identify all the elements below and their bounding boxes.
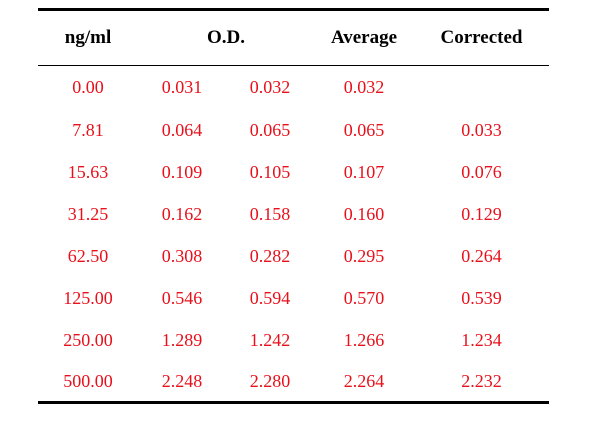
cell-od2: 0.282 (249, 245, 291, 266)
cell-concentration: 62.50 (67, 245, 109, 266)
cell-od2: 0.032 (249, 77, 291, 97)
cell-average: 0.065 (343, 119, 385, 140)
cell-corrected: 0.129 (461, 203, 502, 224)
cell-concentration: 31.25 (67, 203, 109, 224)
header-rule (38, 65, 549, 66)
cell-corrected: 0.539 (461, 287, 502, 308)
top-rule (38, 8, 549, 11)
cell-od2: 2.280 (249, 370, 291, 391)
cell-corrected: 2.232 (461, 370, 502, 391)
header-concentration: ng/ml (64, 27, 112, 48)
table-row: 31.25 0.162 0.158 0.160 0.129 (38, 193, 549, 235)
cell-od1: 0.546 (161, 287, 203, 308)
header-row: ng/ml O.D. Average Corrected (38, 11, 549, 65)
cell-average: 0.032 (343, 77, 385, 97)
cell-average: 1.266 (343, 329, 385, 350)
table-row: 15.63 0.109 0.105 0.107 0.076 (38, 151, 549, 193)
cell-od2: 0.065 (249, 119, 291, 140)
standard-curve-table: ng/ml O.D. Average Corrected 0.00 0.031 0.… (38, 8, 549, 404)
header-average: Average (330, 27, 398, 48)
cell-corrected: 1.234 (461, 329, 502, 350)
table-row: 250.00 1.289 1.242 1.266 1.234 (38, 319, 549, 361)
cell-od1: 0.308 (161, 245, 203, 266)
cell-od2: 1.242 (249, 329, 291, 350)
cell-od1: 0.031 (161, 77, 203, 97)
cell-od1: 0.064 (161, 119, 203, 140)
cell-corrected: 0.033 (461, 119, 502, 140)
cell-concentration: 0.00 (72, 77, 104, 97)
cell-average: 0.107 (343, 161, 385, 182)
cell-od1: 0.162 (161, 203, 203, 224)
data-table-body: 0.00 0.031 0.032 0.032 7.81 0.064 0.065 0.065 0.… (38, 66, 549, 401)
header-od: O.D. (207, 27, 245, 48)
cell-corrected: 0.264 (461, 245, 502, 266)
table-row: 7.81 0.064 0.065 0.065 0.033 (38, 109, 549, 151)
cell-od2: 0.594 (249, 287, 291, 308)
cell-concentration: 15.63 (67, 161, 109, 182)
cell-average: 0.160 (343, 203, 385, 224)
cell-average: 2.264 (343, 370, 385, 391)
cell-od1: 0.109 (161, 161, 203, 182)
cell-od2: 0.105 (249, 161, 291, 182)
cell-concentration: 7.81 (72, 119, 104, 140)
header-corrected: Corrected (440, 27, 523, 48)
cell-corrected (414, 66, 549, 109)
cell-concentration: 125.00 (63, 287, 113, 308)
cell-concentration: 250.00 (63, 329, 113, 350)
cell-od1: 1.289 (161, 329, 203, 350)
table-row: 500.00 2.248 2.280 2.264 2.232 (38, 361, 549, 401)
table-row: 125.00 0.546 0.594 0.570 0.539 (38, 277, 549, 319)
table-row: 62.50 0.308 0.282 0.295 0.264 (38, 235, 549, 277)
table-row: 0.00 0.031 0.032 0.032 (38, 66, 549, 109)
cell-od2: 0.158 (249, 203, 291, 224)
cell-od1: 2.248 (161, 370, 203, 391)
bottom-rule (38, 401, 549, 404)
data-table: ng/ml O.D. Average Corrected (38, 11, 549, 65)
cell-average: 0.570 (343, 287, 385, 308)
cell-average: 0.295 (343, 245, 385, 266)
cell-concentration: 500.00 (63, 370, 113, 391)
cell-corrected: 0.076 (461, 161, 502, 182)
